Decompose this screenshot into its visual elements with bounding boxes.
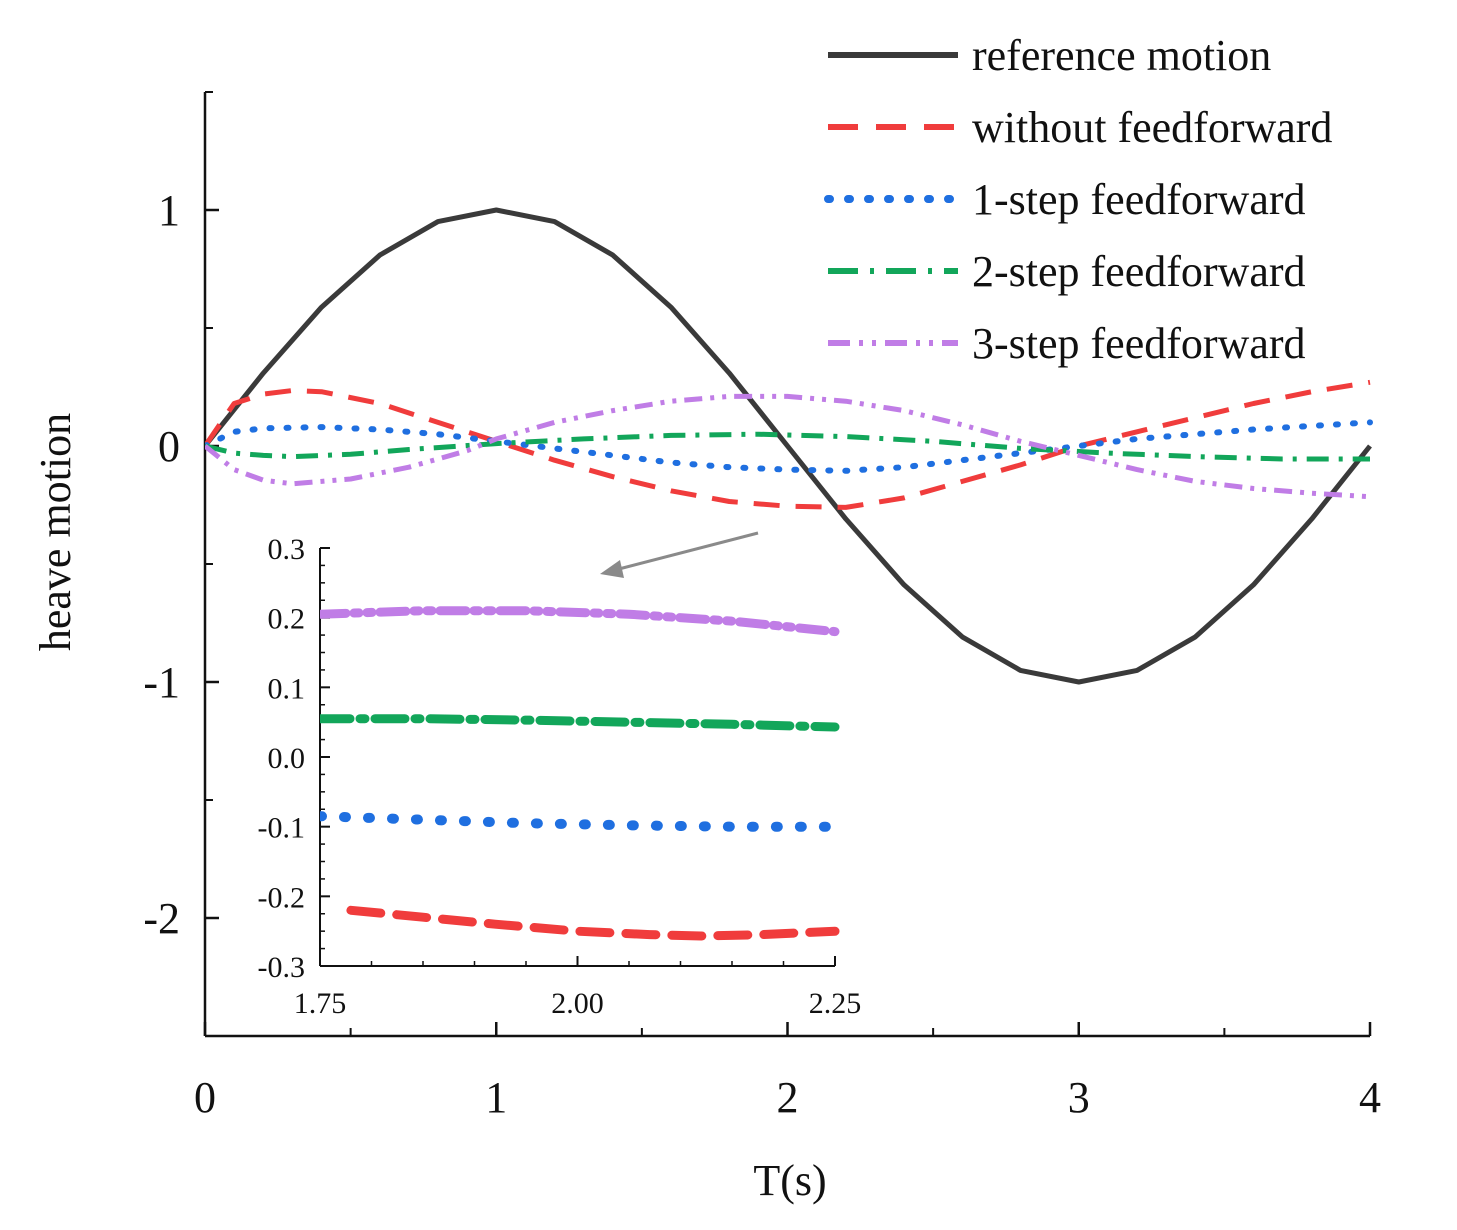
zoom-arrow [600,531,759,578]
inset-y-tick-label: 0.3 [268,533,306,566]
legend-label-3-step-feedforward: 3-step feedforward [972,319,1306,368]
main-y-tick-label: -2 [143,894,180,943]
series-line-reference-motion [205,207,1372,685]
legend-label-without-feedforward: without feedforward [972,103,1332,152]
inset-series-group [320,606,840,941]
inset-x-tick-label: 1.75 [294,987,347,1020]
inset-x-tick-label: 2.00 [551,987,604,1020]
main-x-tick-label: 0 [194,1073,216,1122]
inset-y-tick-label: -0.3 [258,951,306,984]
main-ticks: 0 1 2 3 4 -2 -1 0 1 [143,91,1381,1122]
inset-plot: -0.3 -0.2 -0.1 0.0 0.1 0.2 0.3 1.75 2.00 2.25 [258,533,862,1020]
main-x-tick-label: 1 [485,1073,507,1122]
series-line-2-step-feedforward [205,431,1370,462]
main-series-group [205,207,1373,685]
series-line-without-feedforward [205,379,1371,510]
inset-y-tick-label: 0.0 [268,742,306,775]
main-x-tick-label: 3 [1068,1073,1090,1122]
main-x-tick-label: 2 [777,1073,799,1122]
inset-y-tick-label: 0.2 [268,603,306,636]
main-x-tick-label: 4 [1359,1073,1381,1122]
legend-label-1-step-feedforward: 1-step feedforward [972,175,1306,224]
inset-x-tick-label: 2.25 [809,987,862,1020]
main-y-tick-label: 1 [158,186,180,235]
inset-y-tick-label: 0.1 [268,672,306,705]
inset-series-line-2-step-feedforward [320,714,840,732]
x-axis-title: T(s) [753,1156,826,1205]
inset-series-line-3-step-feedforward [320,606,840,637]
main-y-tick-label: -1 [143,658,180,707]
y-axis-title: heave motion [31,413,80,651]
main-plot: 0 1 2 3 4 -2 -1 0 1 T(s) heave motion [31,91,1381,1205]
inset-series-line-without-feedforward [346,905,840,941]
legend-label-reference-motion: reference motion [972,31,1271,80]
main-y-tick-label: 0 [158,422,180,471]
series-line-1-step-feedforward [205,419,1373,474]
legend: reference motion without feedforward 1-ste… [824,31,1332,368]
inset-y-tick-label: -0.1 [258,812,306,845]
inset-ticks: -0.3 -0.2 -0.1 0.0 0.1 0.2 0.3 1.75 2.00 2.25 [258,533,862,1020]
inset-series-line-1-step-feedforward [320,811,840,832]
inset-y-tick-label: -0.2 [258,881,306,914]
legend-label-2-step-feedforward: 2-step feedforward [972,247,1306,296]
